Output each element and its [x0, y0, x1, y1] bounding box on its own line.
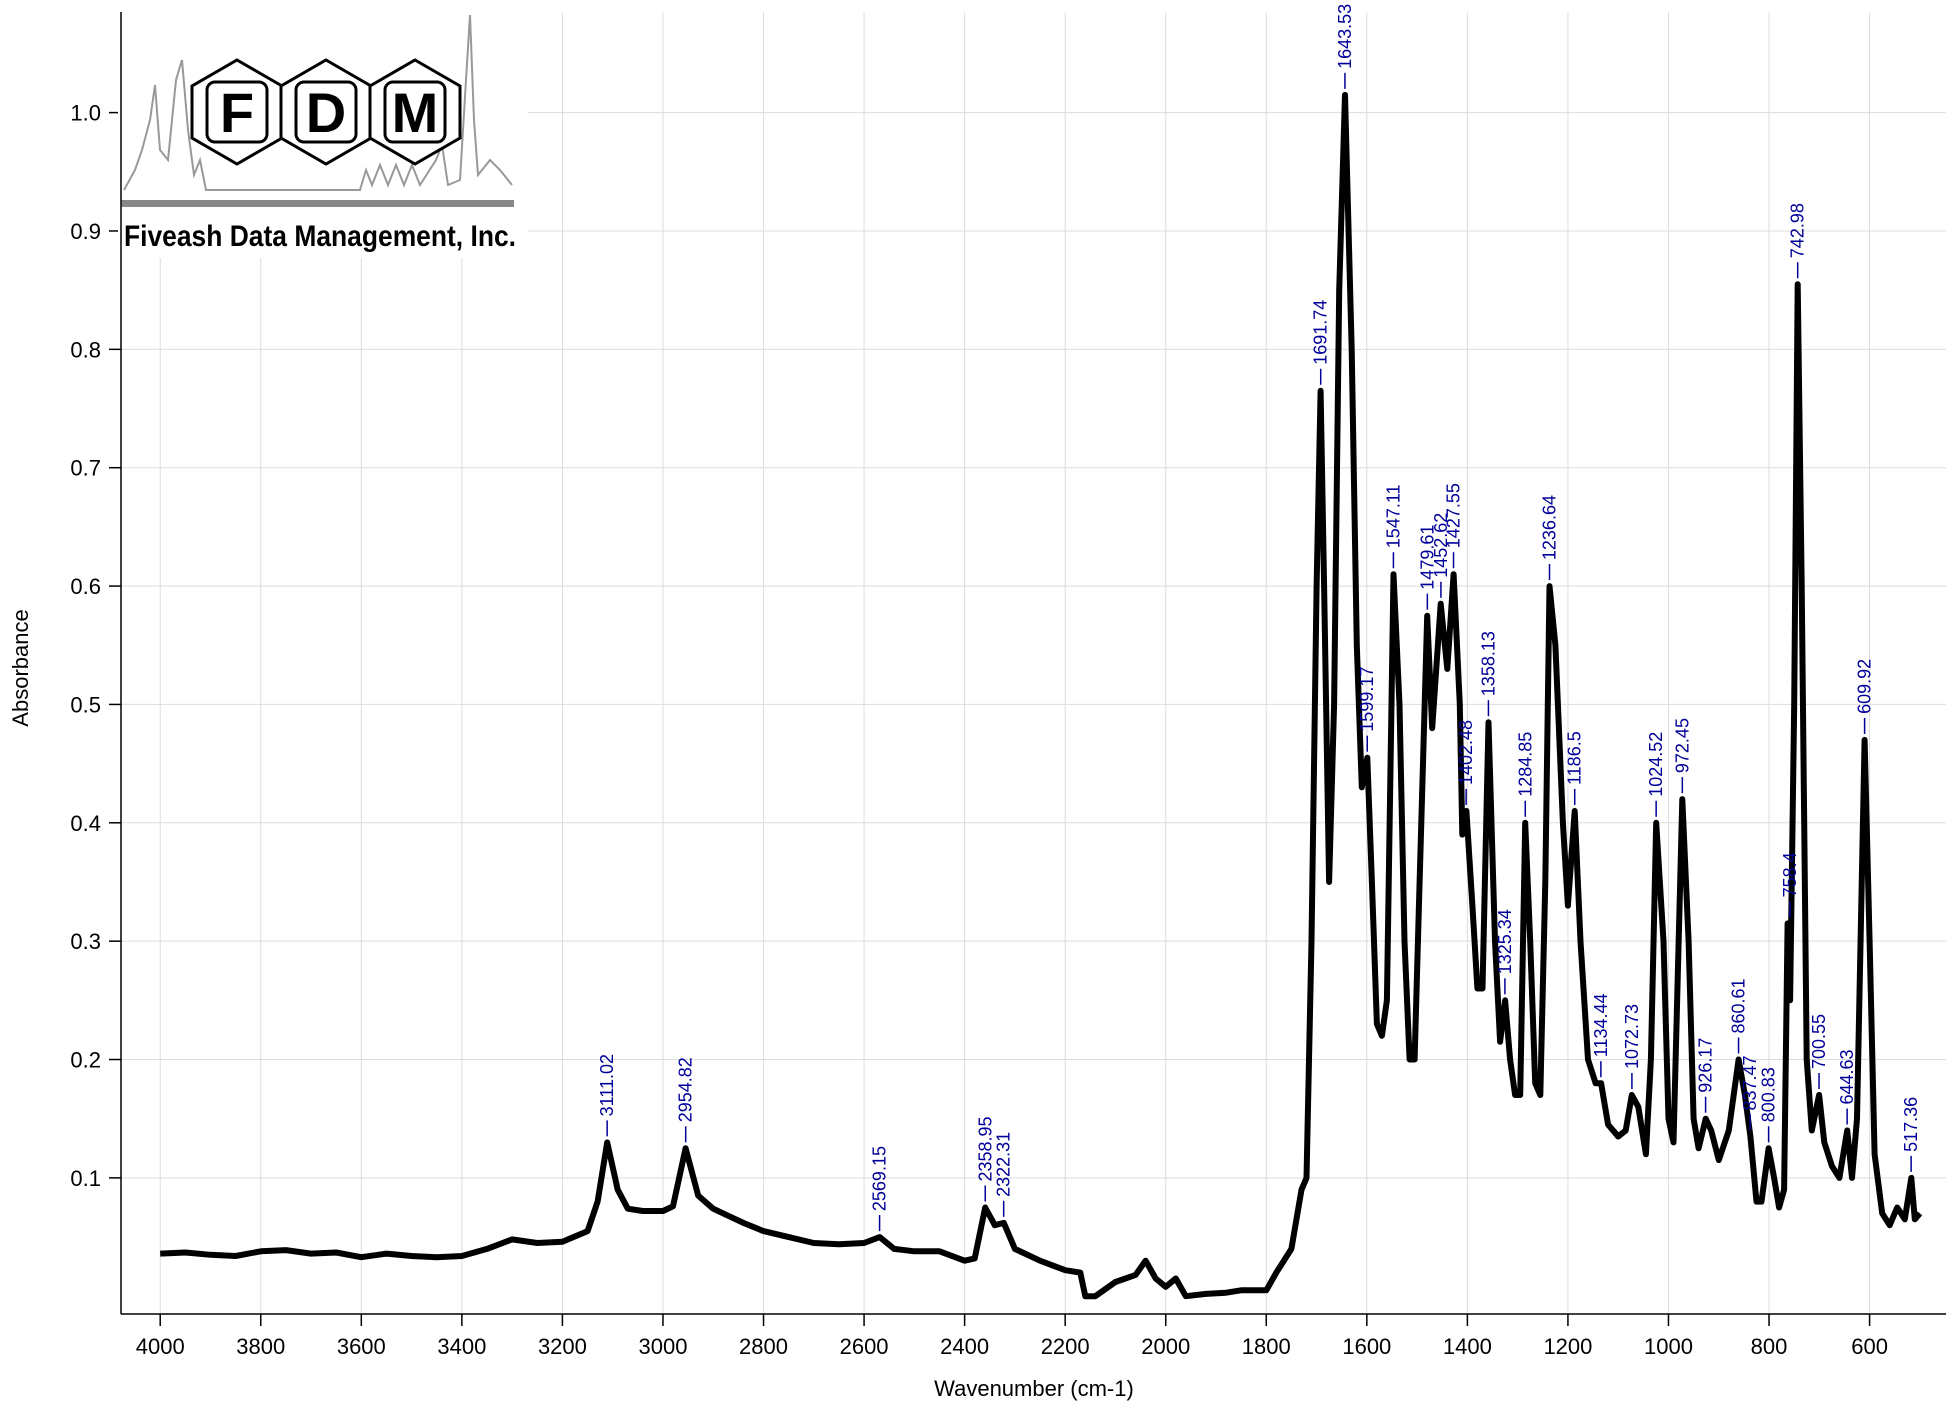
x-tick-label: 3000 [638, 1334, 687, 1359]
y-tick-label: 0.1 [70, 1166, 101, 1191]
peak-label: 700.55 [1809, 1014, 1829, 1069]
x-tick-label: 4000 [136, 1334, 185, 1359]
y-tick-label: 0.7 [70, 456, 101, 481]
peak-label: 1072.73 [1622, 1004, 1642, 1069]
peak-label: 1599.17 [1357, 667, 1377, 732]
peak-label: 742.98 [1788, 203, 1808, 258]
y-tick-label: 0.6 [70, 574, 101, 599]
peak-label: 2569.15 [870, 1146, 890, 1211]
peak-label: 972.45 [1672, 718, 1692, 773]
logo-letter: M [392, 81, 439, 144]
peak-label: 644.63 [1837, 1049, 1857, 1104]
logo-letter: D [306, 81, 346, 144]
y-tick-label: 0.5 [70, 692, 101, 717]
logo-letter-box [205, 80, 269, 144]
logo-letter: F [220, 81, 254, 144]
x-tick-label: 1800 [1242, 1334, 1291, 1359]
peak-label: 2322.31 [994, 1132, 1014, 1197]
x-tick-label: 3200 [538, 1334, 587, 1359]
peak-label: 1134.44 [1591, 993, 1611, 1057]
peak-label: 1427.55 [1444, 483, 1464, 548]
x-tick-label: 600 [1851, 1334, 1888, 1359]
x-tick-label: 2000 [1141, 1334, 1190, 1359]
logo-spectrum [123, 14, 513, 191]
y-tick-label: 1.0 [70, 101, 101, 126]
logo-bar [121, 200, 514, 207]
x-tick-label: 800 [1751, 1334, 1788, 1359]
peak-label: 1691.74 [1311, 300, 1331, 365]
x-tick-label: 2800 [739, 1334, 788, 1359]
logo-letter-box [294, 80, 358, 144]
x-tick-label: 3400 [437, 1334, 486, 1359]
peak-label: 1236.64 [1540, 495, 1560, 560]
peak-label: 609.92 [1855, 659, 1875, 714]
y-tick-label: 0.3 [70, 929, 101, 954]
peak-label: 1186.5 [1565, 731, 1585, 785]
peak-label: 1643.53 [1335, 4, 1355, 69]
y-tick-label: 0.4 [70, 811, 101, 836]
y-tick-label: 0.8 [70, 337, 101, 362]
peak-label: 1284.85 [1515, 732, 1535, 797]
spectrum-line [160, 91, 1923, 1300]
y-axis-label: Absorbance [8, 609, 33, 726]
peak-label: 758.4 [1780, 852, 1800, 897]
peak-label: 3111.02 [597, 1054, 617, 1116]
peak-label: 517.36 [1901, 1097, 1921, 1152]
peak-label: 2358.95 [975, 1116, 995, 1181]
x-tick-label: 1600 [1342, 1334, 1391, 1359]
x-tick-label: 2400 [940, 1334, 989, 1359]
peak-label: 1358.13 [1478, 631, 1498, 696]
x-axis-label: Wavenumber (cm-1) [934, 1376, 1134, 1401]
peak-label: 800.83 [1759, 1067, 1779, 1122]
peak-label: 1479.61 [1417, 525, 1437, 590]
y-tick-label: 0.2 [70, 1048, 101, 1073]
x-tick-label: 1000 [1644, 1334, 1693, 1359]
peak-label: 1325.34 [1495, 909, 1515, 974]
peak-label: 1452.62 [1431, 513, 1451, 578]
x-tick-label: 1400 [1443, 1334, 1492, 1359]
logo-company: Fiveash Data Management, Inc. [124, 220, 516, 253]
x-tick-label: 2200 [1041, 1334, 1090, 1359]
peak-label: 837.47 [1740, 1055, 1760, 1110]
peak-label: 2954.82 [676, 1057, 696, 1122]
peak-label: 926.17 [1696, 1038, 1716, 1093]
x-tick-label: 1200 [1543, 1334, 1592, 1359]
peak-label: 1402.48 [1456, 720, 1476, 785]
x-tick-label: 2600 [840, 1334, 889, 1359]
peak-label: 1547.11 [1383, 484, 1403, 548]
peak-label: 860.61 [1729, 978, 1749, 1033]
x-tick-label: 3600 [337, 1334, 386, 1359]
x-tick-label: 3800 [236, 1334, 285, 1359]
peak-label: 1024.52 [1646, 732, 1666, 797]
y-tick-label: 0.9 [70, 219, 101, 244]
logo-letter-box [383, 80, 447, 144]
